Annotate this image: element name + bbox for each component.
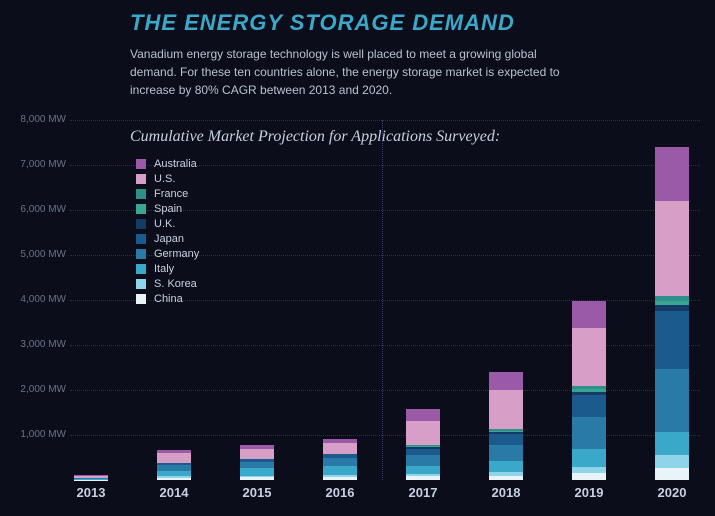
bar-segment: [655, 369, 689, 432]
bar-segment: [406, 476, 440, 480]
bar-segment: [240, 449, 274, 459]
bar-segment: [655, 455, 689, 469]
projection-divider: [382, 120, 383, 480]
bar-segment: [655, 432, 689, 455]
x-tick-label: 2018: [477, 485, 535, 500]
bar-column: [655, 147, 689, 480]
gridline: [70, 120, 700, 121]
bar-segment: [489, 445, 523, 461]
bar-segment: [489, 476, 523, 481]
legend-swatch: [136, 249, 146, 259]
x-tick-label: 2014: [145, 485, 203, 500]
legend-label: Japan: [154, 233, 184, 245]
legend-item: U.K.: [136, 216, 199, 231]
bar-segment: [572, 301, 606, 328]
bar-segment: [572, 449, 606, 467]
bar-segment: [240, 477, 274, 480]
bar-column: [323, 439, 357, 480]
bar-column: [157, 450, 191, 480]
y-tick-label: 8,000 MW: [14, 114, 66, 125]
legend-label: Germany: [154, 248, 199, 260]
y-tick-label: 2,000 MW: [14, 384, 66, 395]
bar-segment: [240, 468, 274, 475]
x-tick-label: 2013: [62, 485, 120, 500]
bar-segment: [406, 455, 440, 465]
bar-segment: [157, 478, 191, 480]
bar-column: [240, 445, 274, 480]
bar-segment: [240, 462, 274, 469]
y-tick-label: 4,000 MW: [14, 294, 66, 305]
legend-label: France: [154, 188, 188, 200]
legend-swatch: [136, 204, 146, 214]
legend-item: Germany: [136, 246, 199, 261]
legend-item: France: [136, 186, 199, 201]
bar-segment: [572, 473, 606, 480]
chart-legend: Australia U.S. France Spain U.K. Japan Germany…: [136, 156, 199, 306]
bar-segment: [489, 434, 523, 445]
bar-column: [489, 372, 523, 480]
x-tick-label: 2019: [560, 485, 618, 500]
legend-item: S. Korea: [136, 276, 199, 291]
y-tick-label: 3,000 MW: [14, 339, 66, 350]
legend-swatch: [136, 294, 146, 304]
bar-segment: [572, 467, 606, 474]
bar-segment: [489, 461, 523, 472]
bar-segment: [323, 458, 357, 466]
bar-segment: [323, 466, 357, 475]
bar-segment: [655, 201, 689, 296]
legend-item: China: [136, 291, 199, 306]
legend-item: Italy: [136, 261, 199, 276]
bar-segment: [406, 449, 440, 456]
bar-segment: [406, 466, 440, 474]
legend-swatch: [136, 159, 146, 169]
bar-segment: [572, 328, 606, 387]
bar-segment: [406, 409, 440, 421]
legend-swatch: [136, 219, 146, 229]
legend-item: Spain: [136, 201, 199, 216]
description-text: Vanadium energy storage technology is we…: [130, 45, 560, 99]
legend-item: U.S.: [136, 171, 199, 186]
x-tick-label: 2020: [643, 485, 701, 500]
x-tick-label: 2017: [394, 485, 452, 500]
bar-segment: [489, 390, 523, 428]
y-tick-label: 5,000 MW: [14, 249, 66, 260]
bar-segment: [489, 372, 523, 390]
y-tick-label: 1,000 MW: [14, 429, 66, 440]
bar-segment: [406, 421, 440, 445]
y-tick-label: 6,000 MW: [14, 204, 66, 215]
bar-column: [74, 475, 108, 480]
legend-swatch: [136, 174, 146, 184]
legend-label: Spain: [154, 203, 182, 215]
x-tick-label: 2015: [228, 485, 286, 500]
bar-segment: [323, 477, 357, 480]
legend-label: U.K.: [154, 218, 175, 230]
y-tick-label: 7,000 MW: [14, 159, 66, 170]
legend-item: Japan: [136, 231, 199, 246]
bar-column: [406, 409, 440, 480]
bar-segment: [323, 443, 357, 454]
legend-item: Australia: [136, 156, 199, 171]
bar-segment: [572, 417, 606, 449]
legend-label: S. Korea: [154, 278, 197, 290]
bar-segment: [572, 395, 606, 418]
bar-column: [572, 301, 606, 480]
legend-swatch: [136, 264, 146, 274]
legend-label: China: [154, 293, 183, 305]
legend-label: Australia: [154, 158, 197, 170]
legend-swatch: [136, 234, 146, 244]
x-tick-label: 2016: [311, 485, 369, 500]
bar-segment: [655, 147, 689, 201]
bar-segment: [655, 468, 689, 480]
legend-label: U.S.: [154, 173, 175, 185]
bar-segment: [655, 311, 689, 370]
legend-label: Italy: [154, 263, 174, 275]
legend-swatch: [136, 189, 146, 199]
bar-segment: [157, 453, 191, 463]
legend-swatch: [136, 279, 146, 289]
page-title: THE ENERGY STORAGE DEMAND: [130, 10, 515, 36]
